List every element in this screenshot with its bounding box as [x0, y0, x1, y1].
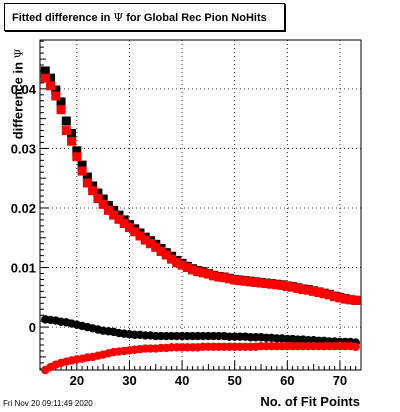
square-marker-s1: [188, 265, 198, 275]
square-marker-s1: [224, 274, 234, 284]
y-axis-label: difference in Ψ: [11, 49, 26, 140]
square-marker-s1: [230, 275, 240, 285]
square-marker-s1: [272, 280, 282, 290]
chart-title: Fitted difference in Ψ for Global Rec Pi…: [4, 3, 285, 31]
square-marker-s1: [161, 250, 171, 260]
square-marker-s1: [240, 276, 250, 286]
square-marker-s1: [267, 279, 277, 289]
square-marker-s1: [256, 278, 266, 288]
square-marker-s1: [251, 277, 261, 287]
square-marker-s0: [56, 97, 66, 107]
square-marker-s1: [330, 292, 340, 302]
square-marker-s1: [203, 269, 213, 279]
y-axis-psi-symbol: Ψ: [12, 48, 26, 59]
square-marker-s1: [335, 293, 345, 303]
y-tick-label: 0.02: [11, 201, 36, 216]
square-marker-s1: [56, 105, 66, 115]
square-marker-s1: [245, 277, 255, 287]
square-marker-s1: [61, 126, 71, 136]
y-tick-label: 0.01: [11, 261, 36, 276]
square-marker-s1: [209, 271, 219, 281]
x-tick-label: 30: [122, 373, 136, 388]
square-marker-s1: [351, 295, 361, 305]
x-tick-label: 60: [280, 373, 294, 388]
square-marker-s1: [340, 294, 350, 304]
square-marker-s1: [77, 166, 87, 176]
square-marker-s1: [177, 260, 187, 270]
square-marker-s1: [51, 91, 61, 101]
y-axis-label-prefix: difference in: [10, 61, 26, 140]
square-marker-s1: [293, 283, 303, 293]
square-marker-s1: [324, 290, 334, 300]
square-marker-s1: [72, 152, 82, 162]
square-marker-s1: [46, 81, 56, 91]
square-marker-s1: [103, 205, 113, 215]
square-marker-s0: [51, 85, 61, 95]
square-marker-s1: [82, 178, 92, 188]
square-marker-s1: [288, 282, 298, 292]
x-tick-label: 20: [70, 373, 84, 388]
square-marker-s1: [193, 267, 203, 277]
timestamp: Fri Nov 20 09:11:49 2020: [3, 399, 93, 408]
square-marker-s1: [167, 254, 177, 264]
square-marker-s1: [298, 285, 308, 295]
square-marker-s1: [151, 242, 161, 252]
square-marker-s1: [214, 272, 224, 282]
y-tick-label: 0.04: [11, 82, 37, 97]
square-marker-s1: [182, 263, 192, 273]
square-marker-s1: [109, 210, 119, 220]
plot-frame: [39, 39, 362, 371]
y-tick-label: 0: [29, 320, 36, 335]
psi-symbol: Ψ: [113, 10, 124, 24]
x-tick-label: 40: [175, 373, 189, 388]
square-marker-s0: [98, 194, 108, 204]
square-marker-s0: [103, 201, 113, 211]
square-marker-s1: [124, 223, 134, 233]
x-axis-label: No. of Fit Points: [260, 394, 360, 409]
square-marker-s1: [130, 227, 140, 237]
square-marker-s1: [319, 289, 329, 299]
chart-title-prefix: Fitted difference in: [12, 11, 111, 24]
square-marker-s1: [314, 288, 324, 298]
square-marker-s1: [119, 218, 129, 228]
square-marker-s1: [40, 73, 50, 83]
square-marker-s1: [140, 235, 150, 245]
square-marker-s0: [109, 205, 119, 215]
square-marker-s1: [93, 193, 103, 203]
square-marker-s1: [172, 258, 182, 268]
chart-title-text: Fitted difference in Ψ for Global Rec Pi…: [5, 11, 267, 24]
square-marker-s0: [77, 160, 87, 170]
square-marker-s1: [309, 286, 319, 296]
x-tick-label: 50: [227, 373, 241, 388]
square-marker-s1: [67, 136, 77, 146]
square-marker-s0: [72, 146, 82, 156]
square-marker-s1: [261, 279, 271, 289]
square-marker-s1: [114, 214, 124, 224]
square-marker-s0: [61, 116, 71, 126]
square-marker-s1: [277, 280, 287, 290]
square-marker-s1: [146, 239, 156, 249]
square-marker-s0: [93, 188, 103, 198]
square-marker-s1: [303, 285, 313, 295]
square-marker-s0: [67, 129, 77, 139]
square-marker-s1: [135, 231, 145, 241]
square-marker-s1: [282, 282, 292, 292]
square-marker-s1: [345, 295, 355, 305]
square-marker-s0: [82, 172, 92, 182]
square-marker-s1: [98, 199, 108, 209]
square-marker-s1: [198, 268, 208, 278]
circle-marker-s3: [351, 342, 360, 351]
square-marker-s1: [235, 276, 245, 286]
square-marker-s1: [219, 273, 229, 283]
square-marker-s0: [46, 73, 56, 83]
square-marker-s0: [88, 181, 98, 191]
chart-title-suffix: for Global Rec Pion NoHits: [126, 11, 267, 24]
square-marker-s0: [40, 66, 50, 76]
square-marker-s1: [156, 246, 166, 256]
y-tick-label: 0.03: [11, 141, 36, 156]
x-tick-label: 70: [333, 373, 347, 388]
square-marker-s1: [88, 186, 98, 196]
